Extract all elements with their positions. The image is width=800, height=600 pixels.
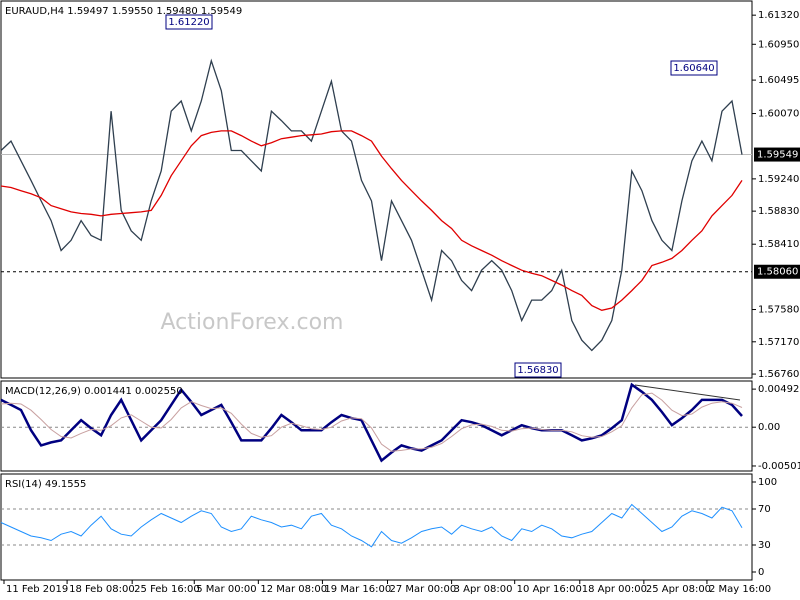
y-tick-label: 1.57170 [758,337,799,348]
panel-title: MACD(12,26,9) 0.001441 0.002550 [5,386,183,397]
annotation-box [514,362,562,378]
price-label-box [754,264,800,279]
series-line [0,392,743,452]
series-line [0,382,743,463]
y-tick-label: 1.57580 [758,305,799,316]
y-tick-label: 1.60950 [758,39,799,50]
price-label: 1.59549 [757,150,798,161]
y-tick-label: 0.004921 [758,384,800,395]
price-label-box [754,147,800,162]
x-tick-label: 18 Apr 00:00 [582,584,647,595]
y-tick-label: 1.56760 [758,369,799,380]
annotation-box [670,60,718,76]
y-tick-label: -0.005011 [758,461,800,472]
x-tick-label: 12 Mar 08:00 [260,584,327,595]
y-tick-label: 1.60495 [758,75,799,86]
y-tick-label: 1.61320 [758,10,799,21]
y-tick-label: 0 [758,567,764,578]
x-tick-label: 3 Apr 08:00 [454,584,513,595]
y-tick-label: 70 [758,504,771,515]
panel-frame [0,0,753,379]
macd-trendline [634,384,741,401]
x-tick-label: 18 Feb 08:00 [69,584,135,595]
series-line [0,503,743,548]
x-tick-label: 10 Apr 16:00 [517,584,582,595]
x-tick-label: 2 May 16:00 [709,584,771,595]
y-tick-label: 1.59240 [758,174,799,185]
x-tick-label: 25 Apr 08:00 [646,584,711,595]
annotation: 1.56830 [517,365,558,376]
x-tick-label: 27 Mar 00:00 [390,584,457,595]
panel-frame [0,380,753,472]
x-tick-label: 5 Mar 00:00 [196,584,256,595]
x-tick-label: 19 Mar 16:00 [324,584,391,595]
x-tick-label: 11 Feb 2019 [6,584,68,595]
x-tick-label: 25 Feb 16:00 [134,584,200,595]
panel-title: RSI(14) 49.1555 [5,479,86,490]
watermark: ActionForex.com [161,310,344,335]
series-line [0,58,743,352]
y-tick-label: 100 [758,477,777,488]
y-tick-label: 0.00 [758,422,780,433]
y-tick-label: 1.58410 [758,239,799,250]
panel-frame [0,473,753,581]
annotation: 1.60640 [673,63,714,74]
annotation: 1.61220 [168,17,209,28]
y-tick-label: 30 [758,540,771,551]
annotation-box [165,14,213,30]
y-tick-label: 1.60070 [758,109,799,120]
y-tick-label: 1.58830 [758,206,799,217]
series-line [0,130,743,311]
panel-title: EURAUD,H4 1.59497 1.59550 1.59480 1.5954… [5,6,242,17]
price-label: 1.58060 [757,267,798,278]
